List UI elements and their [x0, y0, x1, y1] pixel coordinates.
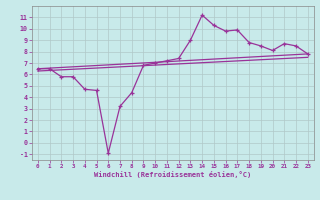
- X-axis label: Windchill (Refroidissement éolien,°C): Windchill (Refroidissement éolien,°C): [94, 171, 252, 178]
